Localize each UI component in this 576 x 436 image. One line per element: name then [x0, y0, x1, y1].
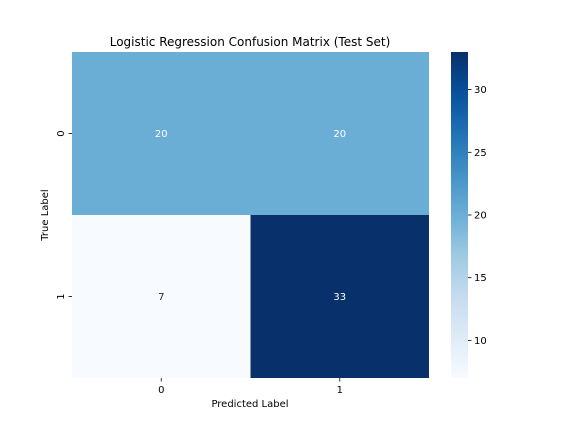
- x-tick-label: 0: [158, 385, 164, 396]
- colorbar-tick-label: 20: [474, 211, 487, 222]
- y-axis-ticks: 01: [56, 130, 72, 300]
- heatmap-cell: [250, 215, 429, 378]
- cell-value-label: 33: [333, 292, 346, 303]
- heatmap-cell: [72, 52, 251, 215]
- cell-value-label: 7: [158, 292, 164, 303]
- heatmap-cell: [72, 215, 251, 378]
- chart-title: Logistic Regression Confusion Matrix (Te…: [110, 35, 391, 49]
- x-axis-label: Predicted Label: [211, 399, 288, 410]
- y-tick-label: 1: [56, 293, 67, 299]
- colorbar: [451, 52, 468, 378]
- heatmap-cells: [72, 52, 429, 378]
- colorbar-tick-label: 10: [474, 336, 487, 347]
- colorbar-tick-label: 30: [474, 85, 487, 96]
- x-tick-label: 1: [337, 385, 343, 396]
- y-axis-label: True Label: [40, 189, 51, 241]
- colorbar-ticks: 10 15 20 25 30: [468, 85, 487, 347]
- cell-value-label: 20: [155, 129, 168, 140]
- cell-value-label: 20: [333, 129, 346, 140]
- heatmap-cell: [250, 52, 429, 215]
- colorbar-tick-label: 25: [474, 148, 487, 159]
- colorbar-tick-label: 15: [474, 273, 487, 284]
- cell-annotations: 20 20 7 33: [155, 129, 346, 303]
- y-tick-label: 0: [56, 130, 67, 136]
